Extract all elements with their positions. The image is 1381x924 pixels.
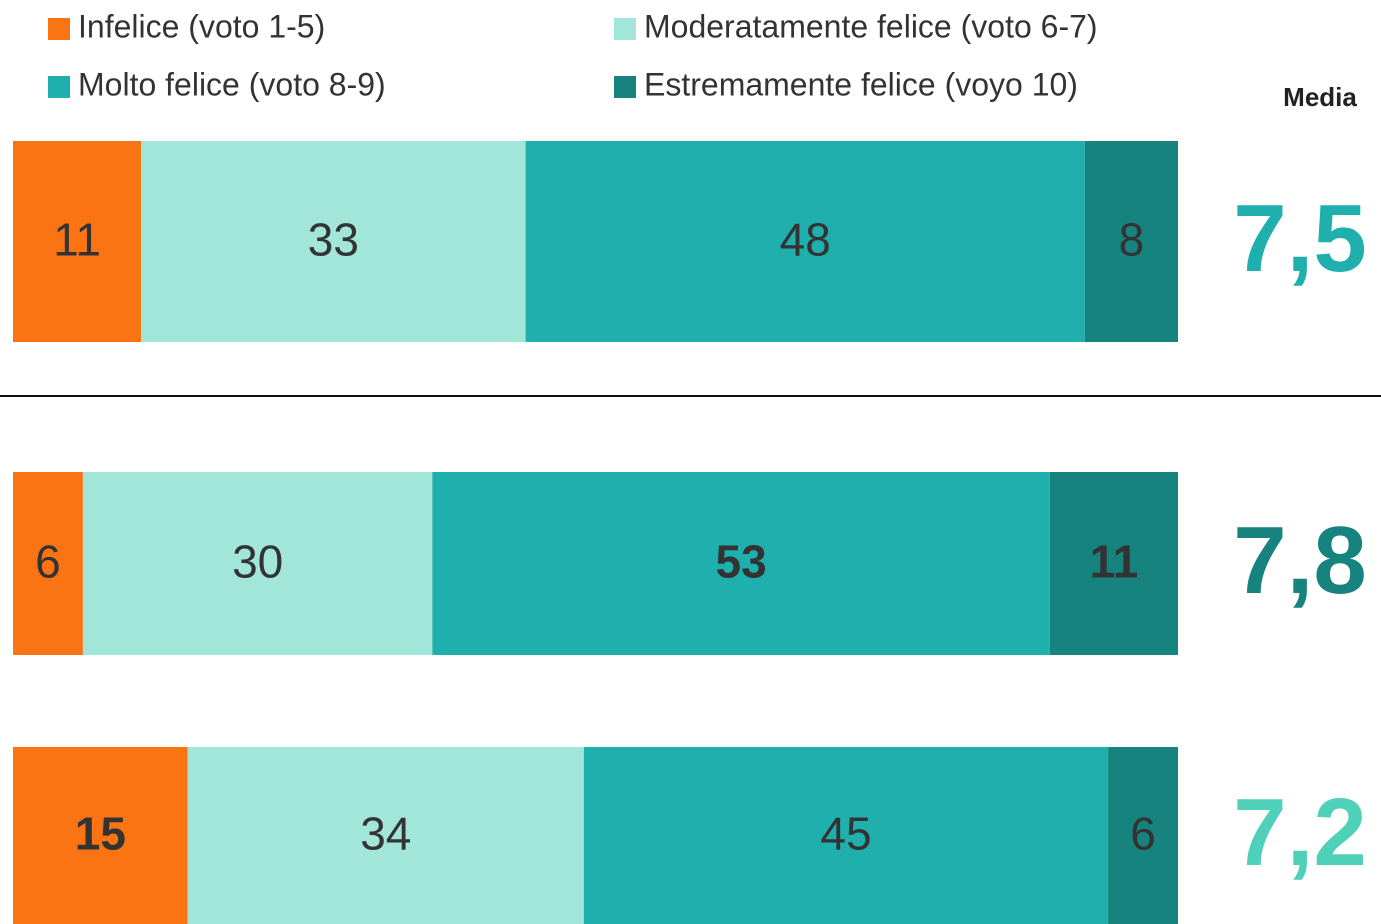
bar-segment	[141, 141, 526, 342]
media-value: 7,8	[1233, 507, 1366, 614]
legend-swatch	[614, 76, 636, 98]
legend-swatch	[614, 18, 636, 40]
value-label: 33	[308, 214, 359, 266]
value-label: 8	[1119, 214, 1145, 266]
legend-label: Estremamente felice (voyo 10)	[644, 66, 1078, 102]
legend-swatch	[48, 18, 70, 40]
legend-swatch	[48, 76, 70, 98]
value-label: 6	[1130, 808, 1156, 860]
legend-label: Infelice (voto 1-5)	[78, 8, 325, 44]
value-label: 11	[1090, 536, 1139, 588]
value-label: 15	[75, 808, 126, 860]
value-label: 11	[53, 214, 101, 266]
media-title: Media	[1283, 82, 1357, 112]
legend-label: Molto felice (voto 8-9)	[78, 66, 386, 102]
bar-segment	[82, 472, 433, 655]
value-label: 48	[780, 214, 831, 266]
bar-segment	[432, 472, 1050, 655]
media-value: 7,5	[1233, 185, 1366, 292]
bar-segment	[1108, 747, 1178, 924]
bar-segment	[583, 747, 1109, 924]
bar-segment	[13, 141, 142, 342]
value-label: 6	[35, 536, 61, 588]
bar-segment	[1084, 141, 1178, 342]
value-label: 34	[360, 808, 411, 860]
media-value: 7,2	[1233, 779, 1366, 886]
value-label: 30	[232, 536, 283, 588]
bar-segment	[525, 141, 1085, 342]
legend-label: Moderatamente felice (voto 6-7)	[644, 8, 1098, 44]
bar-segment	[187, 747, 584, 924]
bar-segment	[13, 747, 188, 924]
value-label: 53	[716, 536, 767, 588]
value-label: 45	[820, 808, 871, 860]
bar-segment	[1049, 472, 1178, 655]
bar-segment	[13, 472, 83, 655]
